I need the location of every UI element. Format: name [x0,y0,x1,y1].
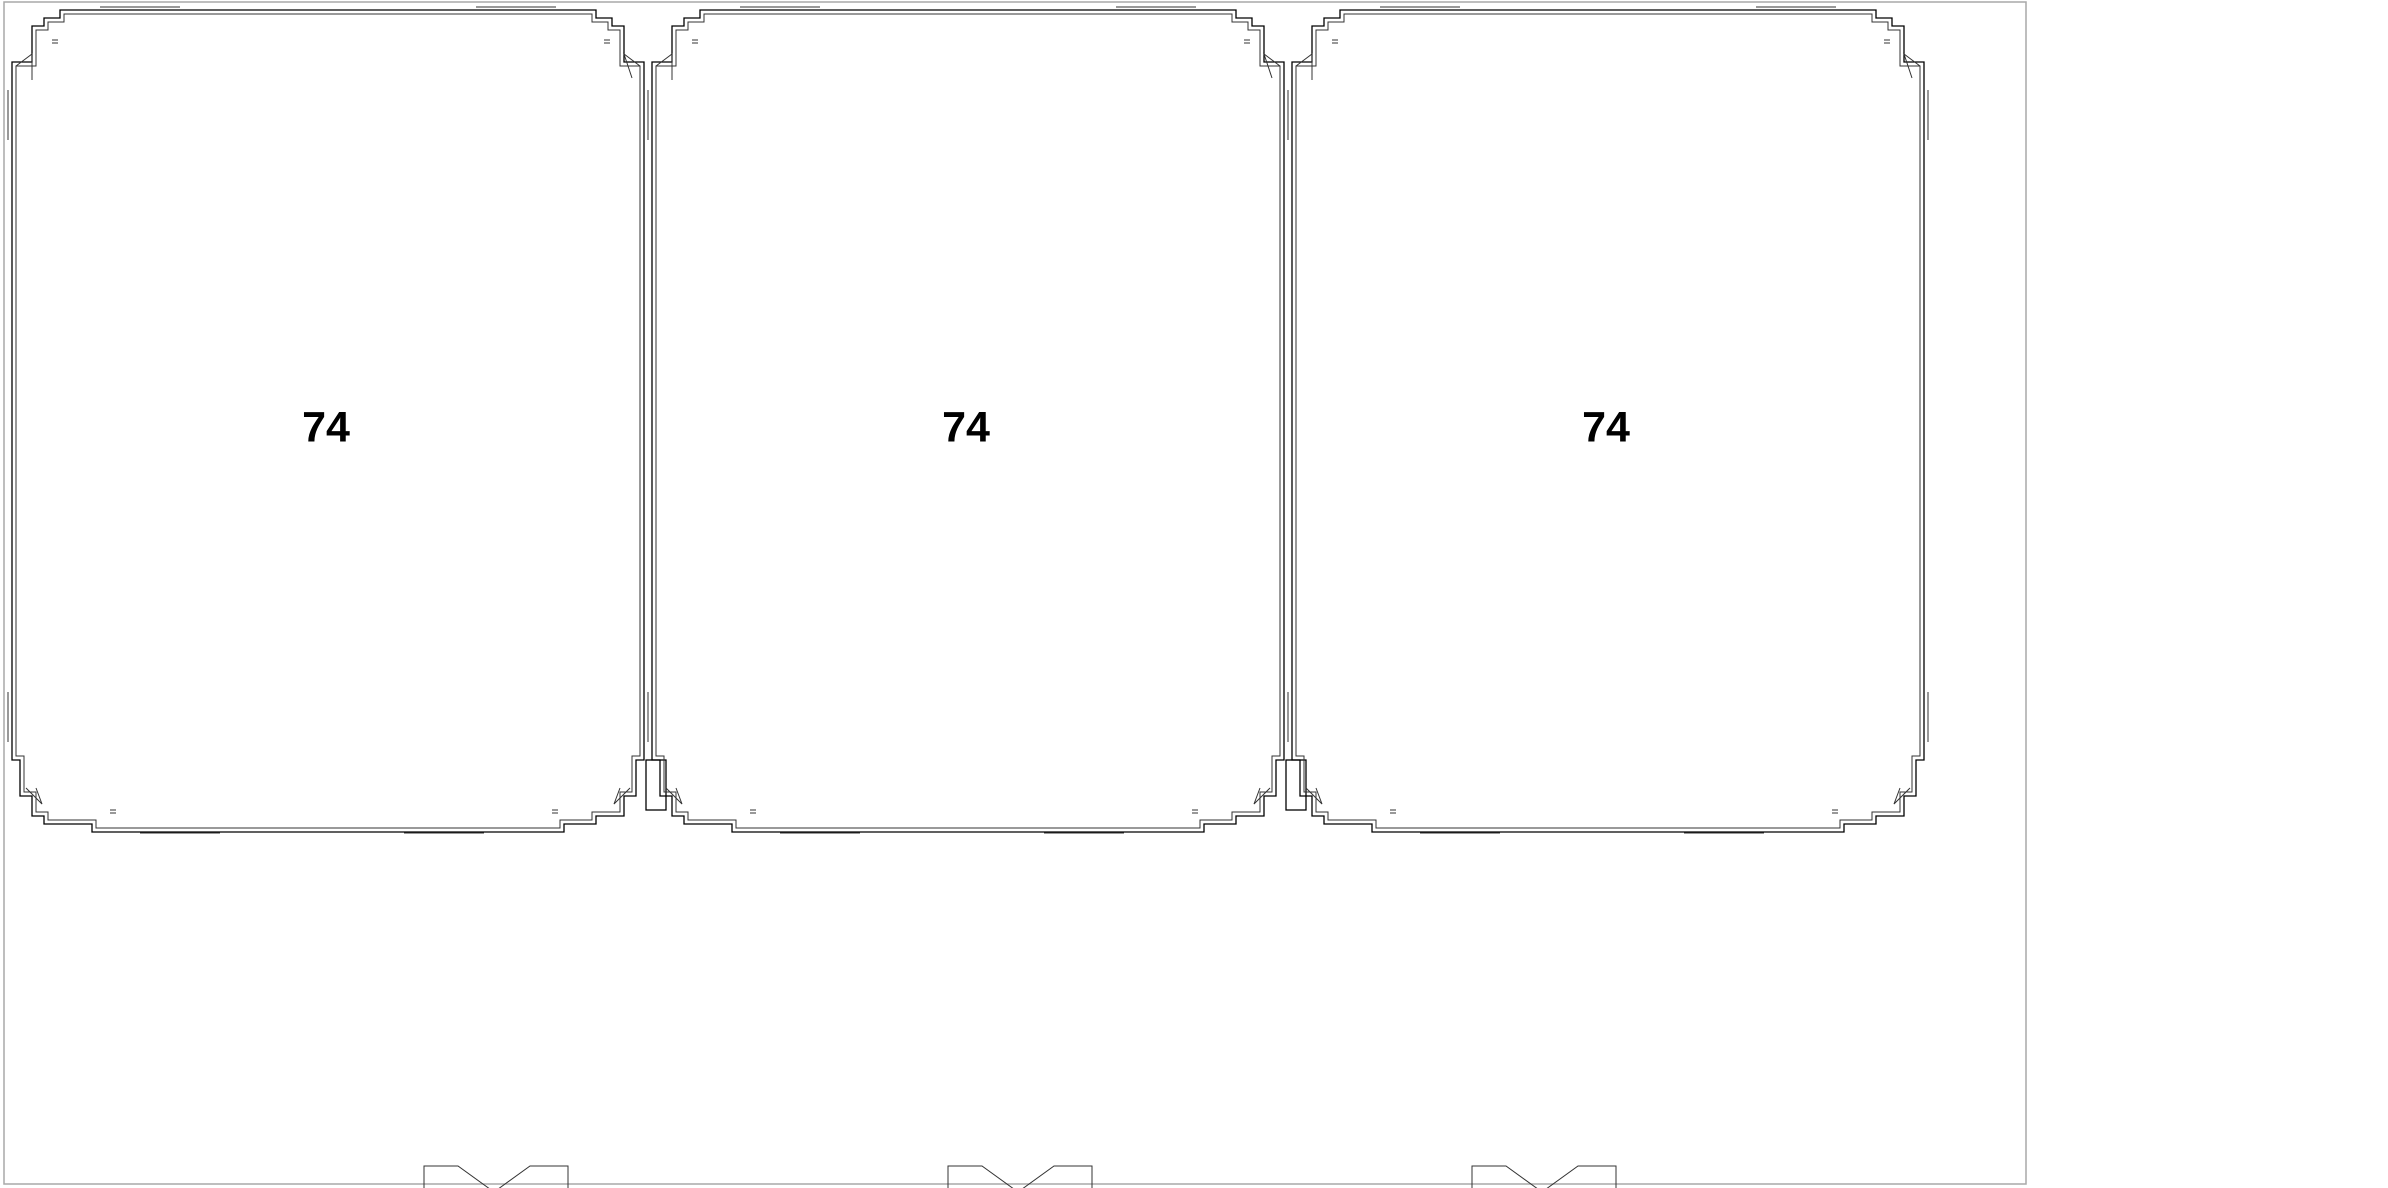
room-inner-wall [655,13,1281,829]
corner-brace [1893,787,1911,805]
corner-brace [623,52,641,79]
door-2 [947,1165,1093,1188]
room-inner-wall [1295,13,1921,829]
corner-brace [1903,52,1921,79]
corner-brace [1295,53,1313,80]
door-swing [423,1165,569,1188]
corner-brace [25,787,43,805]
room-outer-wall [11,9,645,833]
corner-brace [1253,787,1271,805]
drawing-frame [3,1,2027,1185]
room-2 [647,6,1307,834]
room-number-label: 74 [302,403,350,451]
door-swing [947,1165,1093,1188]
corner-brace [665,787,683,805]
door-3 [1471,1165,1617,1188]
corner-brace [613,787,631,805]
room-outer-wall [1291,9,1925,833]
room-inner-wall [15,13,641,829]
room-number-label: 74 [1582,403,1630,451]
corner-brace [15,53,33,80]
corner-brace [1263,52,1281,79]
corner-brace [655,53,673,80]
room-number-label: 74 [942,403,990,451]
room-outer-wall [651,9,1285,833]
door-swing [1471,1165,1617,1188]
door-1 [423,1165,569,1188]
column-post [645,759,667,811]
column-post [1285,759,1307,811]
room-3 [1287,6,1929,834]
corner-brace [1305,787,1323,805]
